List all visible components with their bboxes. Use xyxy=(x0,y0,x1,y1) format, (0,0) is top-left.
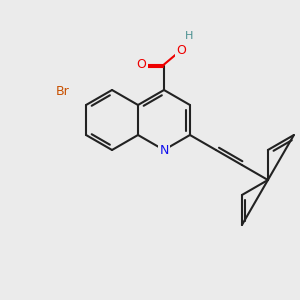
Text: O: O xyxy=(176,44,186,56)
Text: O: O xyxy=(136,58,146,71)
Text: N: N xyxy=(159,143,169,157)
Text: H: H xyxy=(185,31,194,41)
Text: Br: Br xyxy=(56,85,70,98)
